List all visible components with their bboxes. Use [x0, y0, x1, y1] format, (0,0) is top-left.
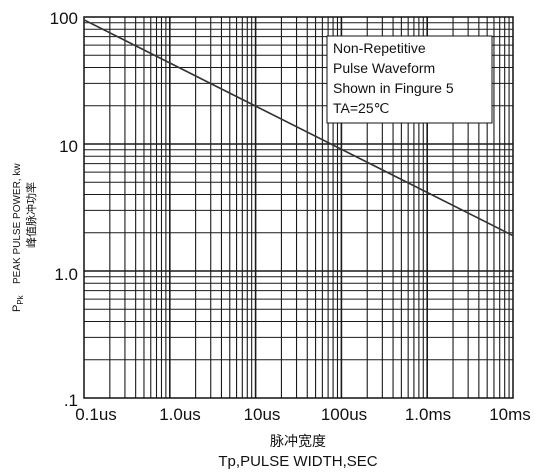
x-tick-label: 1.0ms	[405, 405, 451, 424]
grid-lines	[84, 17, 513, 398]
x-axis-label-cn: 脉冲宽度	[270, 433, 326, 450]
annotation-line: TA=25℃	[333, 100, 389, 116]
annotation-background	[326, 35, 493, 124]
x-tick-label: 10ms	[489, 405, 531, 424]
x-tick-labels: 0.1us 1.0us 10us 100us 1.0ms 10ms	[75, 405, 531, 424]
plot-frame	[83, 16, 514, 399]
y-axis-label: PEAK PULSE POWER, kw	[12, 163, 23, 284]
annotation-line: Pulse Waveform	[333, 60, 435, 76]
x-tick-label: 10us	[244, 405, 281, 424]
y-axis-label-symbol: PPk	[11, 294, 25, 312]
y-tick-labels: 100 10 1.0 .1	[50, 9, 78, 410]
x-axis-label: Tp,PULSE WIDTH,SEC	[218, 453, 377, 470]
y-tick-label: .1	[64, 391, 78, 410]
y-axis-label-p: P	[11, 305, 23, 312]
y-axis-label-group: PPk PEAK PULSE POWER, kw 峰值脉冲功率	[11, 163, 38, 312]
annotation-box: Non-Repetitive Pulse Waveform Shown in F…	[326, 35, 493, 124]
x-tick-label: 0.1us	[75, 405, 117, 424]
y-tick-label: 1.0	[54, 265, 78, 284]
annotation-line: Shown in Fingure 5	[333, 80, 454, 96]
y-axis-label-subscript: Pk	[16, 294, 25, 304]
annotation-line: Non-Repetitive	[333, 40, 426, 56]
y-axis-label-cn: 峰值脉冲功率	[24, 182, 38, 248]
x-tick-label: 1.0us	[159, 405, 201, 424]
y-tick-label: 10	[59, 137, 78, 156]
y-tick-label: 100	[50, 9, 78, 28]
x-tick-label: 100us	[321, 405, 367, 424]
series-line-peak-power	[83, 19, 514, 237]
